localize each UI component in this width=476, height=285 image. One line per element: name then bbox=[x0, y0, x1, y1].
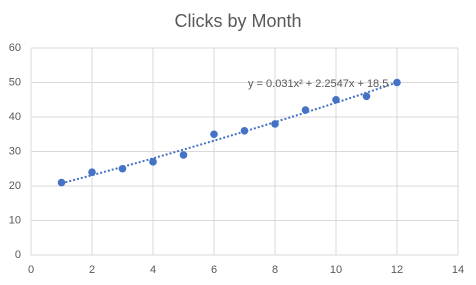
point bbox=[118, 164, 127, 173]
y-tick-label: 30 bbox=[9, 145, 21, 157]
x-tick-label: 8 bbox=[272, 264, 278, 276]
x-tick-label: 6 bbox=[211, 264, 217, 276]
point bbox=[271, 120, 279, 128]
x-tick-label: 0 bbox=[28, 264, 34, 276]
x-tick-label: 4 bbox=[150, 264, 156, 276]
x-tick-label: 10 bbox=[330, 264, 342, 276]
point bbox=[393, 78, 401, 87]
point bbox=[301, 106, 310, 114]
y-tick-label: 10 bbox=[9, 214, 21, 226]
point bbox=[88, 168, 96, 176]
x-tick-label: 14 bbox=[452, 264, 464, 276]
trendline-equation: y = 0.031x² + 2.2547x + 18.5 bbox=[248, 78, 388, 90]
point bbox=[57, 178, 66, 187]
x-tick-label: 12 bbox=[391, 264, 403, 276]
y-tick-label: 50 bbox=[9, 76, 21, 88]
chart-title: Clicks by Month bbox=[174, 11, 301, 31]
y-tick-label: 60 bbox=[9, 42, 21, 54]
y-tick-label: 20 bbox=[9, 180, 21, 192]
point bbox=[240, 127, 249, 135]
point bbox=[210, 130, 218, 139]
y-tick-label: 40 bbox=[9, 111, 21, 123]
point bbox=[362, 92, 371, 101]
trendline bbox=[61, 81, 398, 185]
point bbox=[332, 95, 340, 104]
point bbox=[149, 158, 157, 166]
x-tick-label: 2 bbox=[89, 264, 95, 276]
point bbox=[179, 151, 188, 159]
y-tick-label: 0 bbox=[15, 249, 21, 261]
